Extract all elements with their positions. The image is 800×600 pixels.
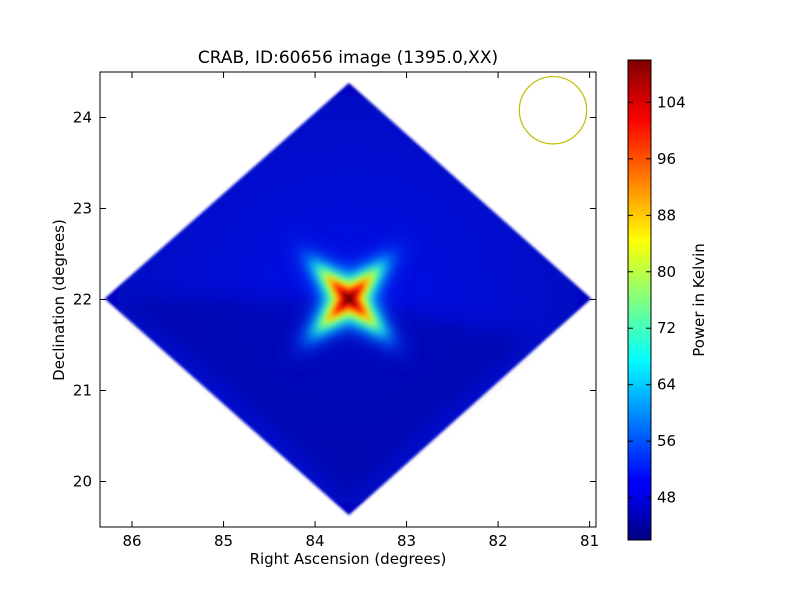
chart-title: CRAB, ID:60656 image (1395.0,XX) [198,48,498,68]
x-tick-label: 85 [214,532,233,550]
y-tick-label: 20 [73,473,92,491]
x-tick-label: 83 [397,532,416,550]
colorbar-tick-label: 96 [657,150,676,168]
x-tick-label: 81 [580,532,599,550]
y-tick-label: 22 [73,291,92,309]
y-tick-label: 21 [73,382,92,400]
colorbar-tick-label: 56 [657,432,676,450]
colorbar-tick-label: 64 [657,376,676,394]
colorbar-tick-label: 48 [657,489,676,507]
colorbar [627,59,652,541]
y-tick-label: 24 [73,109,92,127]
colorbar-tick-label: 104 [657,93,686,111]
y-axis-ticks: 20 21 22 23 24 [73,109,596,491]
x-tick-label: 82 [489,532,508,550]
hotspot-level-7 [344,294,353,303]
image-footprint-dark-region [124,298,532,496]
y-tick-label: 23 [73,200,92,218]
colorbar-tick-label: 88 [657,206,676,224]
beam-circle [518,75,588,145]
y-axis-label: Declination (degrees) [50,219,68,381]
colorbar-tick-label: 72 [657,319,676,337]
x-tick-label: 84 [306,532,325,550]
x-axis-ticks: 86 85 84 83 82 81 [122,72,599,550]
colorbar-ticks: 48 56 64 72 80 88 96 104 [628,93,686,507]
x-tick-label: 86 [122,532,141,550]
source-hotspot [286,236,411,361]
colorbar-label: Power in Kelvin [690,243,708,357]
colorbar-tick-label: 80 [657,263,676,281]
x-axis-label: Right Ascension (degrees) [250,550,447,568]
